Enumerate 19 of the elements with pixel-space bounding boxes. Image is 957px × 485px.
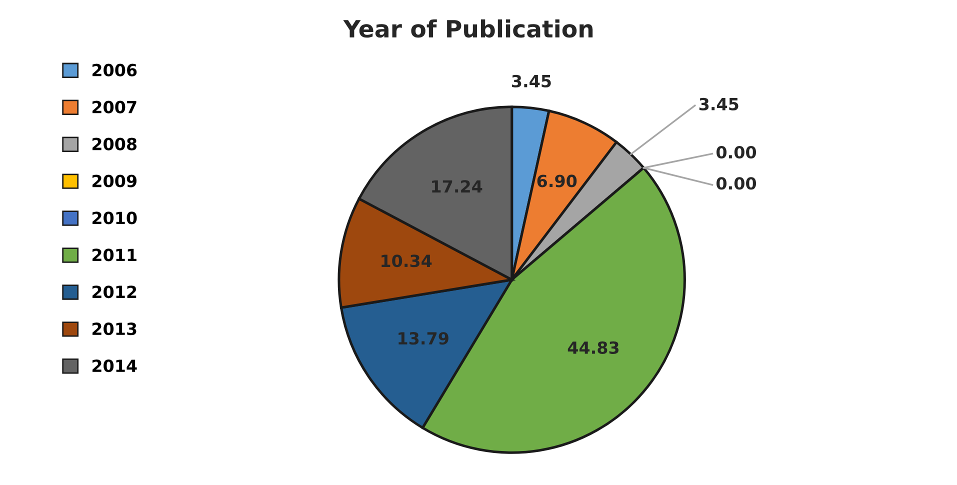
legend-label: 2012 [92, 286, 136, 298]
data-label: 3.45 [699, 98, 738, 110]
data-label: 6.90 [537, 174, 577, 188]
legend-label: 2007 [92, 100, 136, 114]
data-label: 10.34 [382, 254, 432, 268]
data-label: 3.45 [512, 74, 551, 88]
data-label: 17.24 [432, 180, 482, 192]
data-label: 44.83 [568, 341, 619, 354]
text: 0.00 [716, 177, 756, 190]
legend-label: 2011 [92, 248, 136, 262]
legend-label: 2014 [92, 360, 137, 372]
legend-label: 2009 [92, 174, 137, 188]
legend-label: 2013 [92, 322, 136, 336]
legend-label: 2006 [92, 64, 137, 76]
legend-label: 2008 [92, 138, 137, 150]
chart-title: Year of Publication [343, 19, 593, 38]
data-label: 13.79 [398, 332, 448, 345]
legend-label: 2010 [92, 212, 137, 224]
text: 0.00 [716, 146, 756, 159]
